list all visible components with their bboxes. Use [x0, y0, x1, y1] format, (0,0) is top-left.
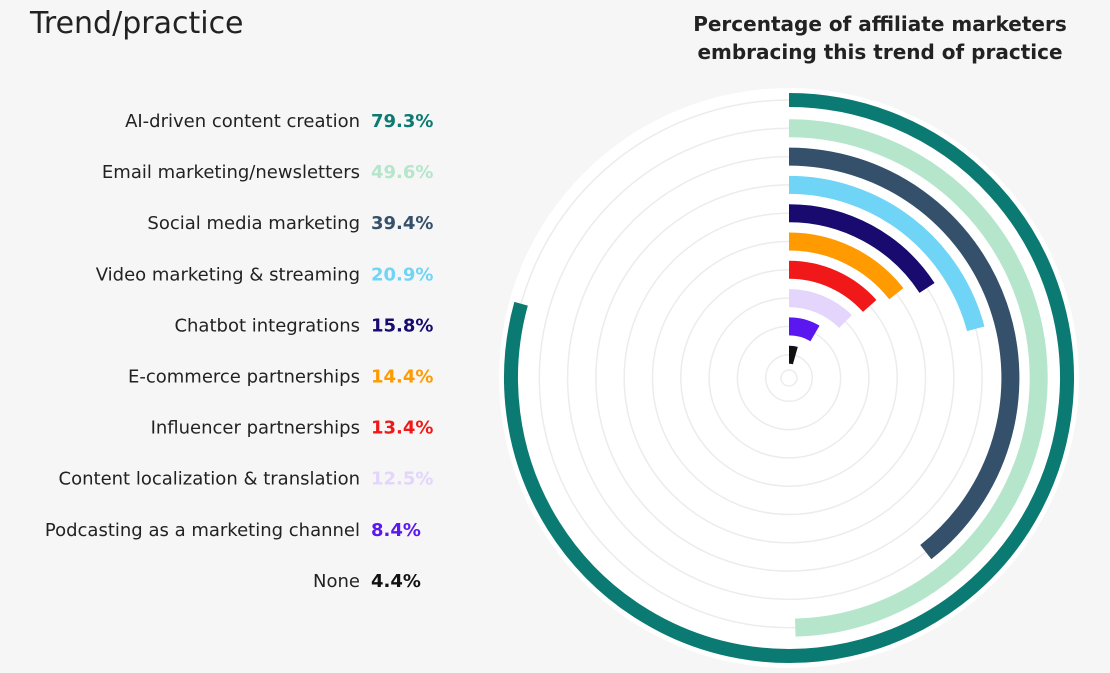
category-label: Video marketing & streaming	[96, 264, 360, 285]
radial-bar	[788, 289, 852, 329]
value-label: 8.4%	[371, 520, 421, 541]
value-label: 39.4%	[371, 213, 433, 234]
category-label: Chatbot integrations	[174, 315, 360, 336]
value-label: 15.8%	[371, 315, 433, 336]
value-label: 14.4%	[371, 367, 433, 388]
radial-bar	[788, 232, 904, 300]
track	[780, 369, 798, 387]
value-label: 13.4%	[371, 418, 433, 439]
disk	[499, 88, 1079, 668]
category-label: Email marketing/newsletters	[102, 162, 360, 183]
value-label: 4.4%	[371, 571, 421, 592]
radial-bar	[788, 260, 877, 313]
radial-bar	[788, 204, 935, 293]
list-title: Trend/practice	[30, 6, 244, 41]
radial-bar	[788, 119, 1048, 637]
category-label: Podcasting as a marketing channel	[45, 520, 360, 541]
category-label: Influencer partnerships	[151, 418, 360, 439]
radial-bar	[788, 345, 798, 365]
category-label: Social media marketing	[147, 213, 360, 234]
value-label: 20.9%	[371, 264, 433, 285]
chart-title: Percentage of affiliate marketers embrac…	[693, 12, 1067, 64]
category-label: Content localization & translation	[59, 469, 360, 490]
radial-bar	[504, 93, 1074, 663]
category-label: None	[313, 571, 360, 592]
radial-bar	[788, 317, 820, 342]
category-label: AI-driven content creation	[125, 111, 360, 132]
value-label: 49.6%	[371, 162, 433, 183]
value-label: 79.3%	[371, 111, 433, 132]
radial-bar	[788, 147, 1020, 560]
radial-bar	[788, 175, 985, 332]
category-label: E-commerce partnerships	[128, 367, 360, 388]
value-label: 12.5%	[371, 469, 433, 490]
